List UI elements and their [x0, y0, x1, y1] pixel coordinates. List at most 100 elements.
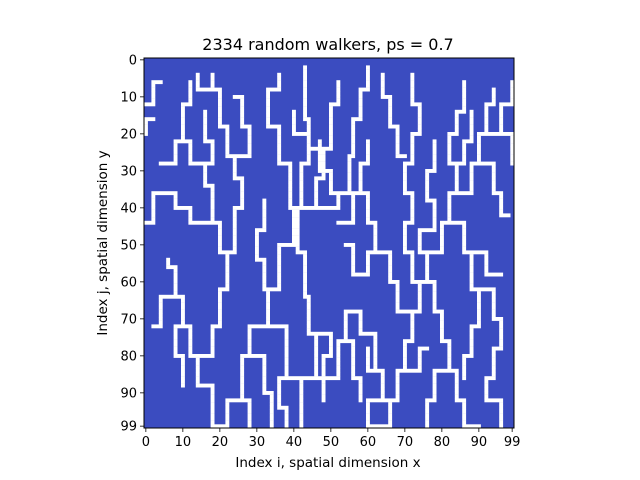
- occupied-cell-run: [284, 354, 289, 358]
- occupied-cell-run: [491, 372, 496, 377]
- occupied-cell-run: [469, 254, 474, 258]
- occupied-cell-run: [395, 150, 400, 155]
- occupied-cell-run: [380, 76, 385, 81]
- occupied-cell-run: [395, 383, 400, 388]
- occupied-cell-run: [343, 309, 363, 314]
- occupied-cell-run: [266, 317, 270, 321]
- occupied-cell-run: [425, 268, 430, 273]
- occupied-cell-run: [403, 191, 415, 196]
- occupied-cell-run: [454, 372, 459, 377]
- occupied-cell-run: [144, 120, 148, 125]
- occupied-cell-run: [247, 413, 252, 418]
- occupied-cell-run: [210, 191, 215, 196]
- occupied-cell-run: [373, 339, 378, 344]
- occupied-cell-run: [232, 165, 237, 170]
- occupied-cell-run: [462, 106, 467, 110]
- occupied-cell-run: [218, 287, 230, 292]
- occupied-cell-run: [440, 243, 444, 247]
- occupied-cell-run: [366, 350, 370, 355]
- occupied-cell-run: [454, 394, 459, 399]
- occupied-cell-run: [447, 135, 452, 140]
- occupied-cell-run: [440, 239, 444, 244]
- occupied-cell-run: [277, 254, 282, 258]
- occupied-cell-run: [284, 361, 289, 366]
- occupied-cell-run: [440, 317, 444, 321]
- occupied-cell-run: [462, 409, 467, 414]
- occupied-cell-run: [314, 176, 326, 181]
- occupied-cell-run: [388, 117, 393, 122]
- occupied-cell-run: [491, 172, 496, 177]
- occupied-cell-run: [262, 361, 267, 366]
- occupied-cell-run: [351, 254, 356, 258]
- occupied-cell-run: [262, 379, 267, 384]
- occupied-cell-run: [469, 257, 474, 262]
- occupied-cell-run: [462, 91, 467, 96]
- occupied-cell-run: [317, 154, 326, 159]
- occupied-cell-run: [388, 420, 393, 425]
- occupied-cell-run: [181, 132, 185, 136]
- occupied-cell-run: [240, 117, 245, 122]
- occupied-cell-run: [491, 317, 504, 321]
- occupied-cell-run: [440, 228, 444, 233]
- occupied-cell-run: [303, 283, 307, 288]
- occupied-cell-run: [417, 346, 430, 351]
- occupied-cell-run: [417, 357, 422, 362]
- occupied-cell-run: [247, 402, 252, 406]
- occupied-cell-run: [425, 191, 430, 196]
- occupied-cell-run: [218, 239, 222, 244]
- occupied-cell-run: [499, 128, 504, 133]
- occupied-cell-run: [462, 402, 467, 406]
- occupied-cell-run: [336, 372, 341, 377]
- occupied-cell-run: [314, 361, 319, 366]
- occupied-cell-run: [417, 361, 422, 366]
- occupied-cell-run: [484, 268, 489, 273]
- occupied-cell-run: [403, 350, 407, 355]
- occupied-cell-run: [432, 383, 437, 388]
- occupied-cell-run: [395, 305, 400, 310]
- occupied-cell-run: [299, 416, 304, 421]
- occupied-cell-run: [432, 294, 437, 299]
- occupied-cell-run: [181, 317, 185, 321]
- occupied-cell-run: [351, 268, 356, 273]
- occupied-cell-run: [188, 220, 222, 225]
- occupied-cell-run: [380, 391, 385, 395]
- occupied-cell-run: [303, 76, 307, 81]
- occupied-cell-run: [144, 102, 156, 107]
- occupied-cell-run: [181, 365, 185, 369]
- occupied-cell-run: [277, 139, 282, 144]
- occupied-cell-run: [462, 376, 467, 381]
- occupied-cell-run: [188, 83, 193, 88]
- occupied-cell-run: [317, 157, 326, 162]
- occupied-cell-run: [277, 161, 293, 166]
- occupied-cell-run: [218, 243, 222, 247]
- occupied-cell-run: [432, 213, 437, 218]
- occupied-cell-run: [425, 261, 430, 266]
- occupied-cell-run: [410, 280, 437, 284]
- occupied-cell-run: [395, 302, 400, 307]
- occupied-cell-run: [299, 405, 304, 410]
- occupied-cell-run: [373, 235, 378, 240]
- occupied-cell-run: [499, 117, 504, 122]
- occupied-cell-run: [417, 106, 422, 110]
- occupied-cell-run: [469, 135, 474, 140]
- occupied-cell-run: [410, 76, 415, 81]
- occupied-cell-run: [225, 409, 230, 414]
- occupied-cell-run: [181, 135, 185, 140]
- occupied-cell-run: [181, 109, 185, 114]
- occupied-cell-run: [225, 276, 230, 281]
- occupied-cell-run: [469, 287, 496, 292]
- occupied-cell-run: [403, 342, 407, 347]
- occupied-cell-run: [303, 272, 307, 277]
- occupied-cell-run: [225, 143, 230, 147]
- occupied-cell-run: [210, 387, 215, 392]
- occupied-cell-run: [432, 372, 437, 377]
- occupied-cell-run: [181, 120, 185, 125]
- occupied-cell-run: [425, 402, 430, 406]
- occupied-cell-run: [351, 194, 356, 199]
- occupied-cell-run: [366, 368, 385, 373]
- occupied-cell-run: [218, 124, 230, 129]
- occupied-cell-run: [299, 176, 304, 181]
- occupied-cell-run: [510, 91, 515, 96]
- occupied-cell-run: [447, 146, 452, 151]
- occupied-cell-run: [432, 157, 437, 162]
